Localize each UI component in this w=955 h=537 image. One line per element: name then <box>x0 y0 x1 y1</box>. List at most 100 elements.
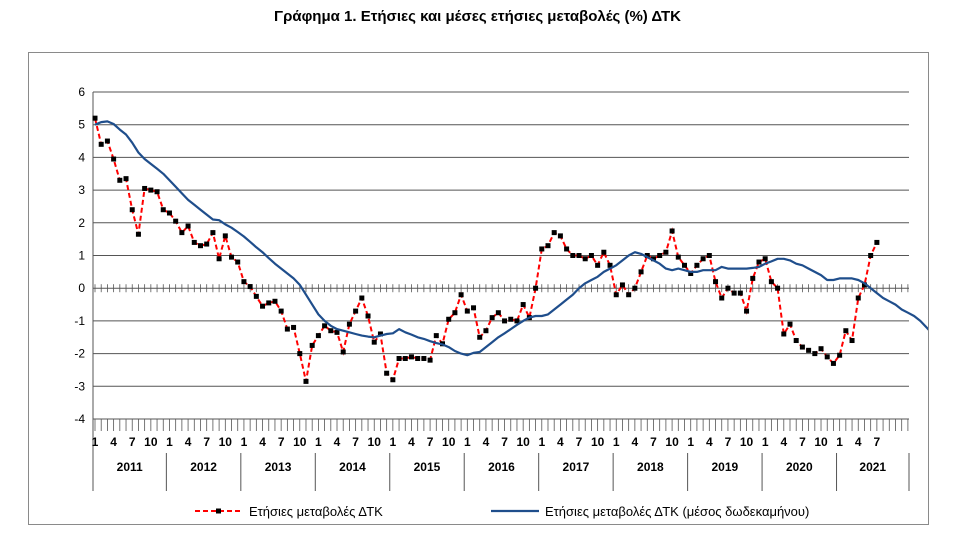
x-tick-label: 1 <box>241 435 248 449</box>
series-point-annual <box>284 326 290 332</box>
series-point-annual <box>824 354 830 360</box>
x-tick-label: 4 <box>259 435 266 449</box>
x-tick-label: 4 <box>632 435 639 449</box>
chart-area: 6 5 4 3 2 1 0 -1 -2 -3 -4 1 4 7 10 1 4 7 10 1 4 7 10 1 4 7 10 1 4 7 1… <box>28 52 929 525</box>
year-label: 2017 <box>563 460 590 474</box>
series-point-annual <box>210 230 216 236</box>
x-axis: 1 4 7 10 1 4 7 10 1 4 7 10 1 4 7 10 1 4 7 10 1 4 7 10 1 4 7 10 1 4 7 10… <box>92 92 910 491</box>
series-point-annual <box>346 321 352 327</box>
series-point-annual <box>650 256 656 262</box>
x-tick-label: 4 <box>408 435 415 449</box>
x-tick-label: 7 <box>203 435 210 449</box>
series-point-annual <box>197 243 203 249</box>
series-point-annual <box>713 279 719 285</box>
x-tick-label: 7 <box>576 435 583 449</box>
series-point-annual <box>483 328 489 334</box>
x-tick-label: 4 <box>110 435 117 449</box>
year-label: 2021 <box>859 460 886 474</box>
series-point-annual <box>266 300 272 306</box>
x-tick-label: 4 <box>185 435 192 449</box>
series-point-annual <box>408 354 414 360</box>
series-point-annual <box>669 228 675 234</box>
series-point-annual <box>868 253 874 258</box>
year-label: 2011 <box>117 460 143 474</box>
series-point-annual <box>135 231 141 237</box>
x-tick-label: 1 <box>762 435 769 449</box>
series-point-annual <box>830 360 836 366</box>
series-point-annual <box>191 239 197 245</box>
series-point-annual <box>160 207 166 213</box>
series-point-annual <box>514 318 520 324</box>
series-point-annual <box>235 259 241 265</box>
x-tick-label: 1 <box>166 435 173 449</box>
series-point-annual <box>471 305 477 311</box>
series-point-annual <box>812 351 818 357</box>
series-line-average <box>94 120 928 357</box>
x-tick-label: 7 <box>352 435 359 449</box>
series-point-annual <box>719 295 725 301</box>
series-point-annual <box>557 233 563 239</box>
year-label: 2018 <box>637 460 664 474</box>
series-point-annual <box>607 262 613 268</box>
x-tick-label: 1 <box>390 435 397 449</box>
series-point-annual <box>539 246 545 252</box>
series-point-annual <box>402 356 408 362</box>
series-point-annual <box>843 328 849 334</box>
series-point-annual <box>601 249 607 255</box>
series-point-annual <box>762 256 768 262</box>
series-point-annual <box>371 339 377 345</box>
series-point-annual <box>638 269 644 275</box>
series-point-annual <box>874 239 880 245</box>
x-tick-label: 10 <box>293 435 307 449</box>
series-point-annual <box>377 331 383 337</box>
series-point-annual <box>700 256 706 262</box>
series-point-annual <box>421 356 427 362</box>
series-point-annual <box>613 292 619 298</box>
series-point-annual <box>545 243 551 249</box>
series-point-annual <box>595 262 601 268</box>
series-point-annual <box>458 292 464 298</box>
series-point-annual <box>433 333 439 339</box>
series-point-annual <box>427 357 433 363</box>
series-point-annual <box>806 347 812 353</box>
year-label: 2020 <box>786 460 813 474</box>
legend-label-average: Ετήσιες μεταβολές ΔΤΚ (μέσος δωδεκαμήνου… <box>545 504 809 519</box>
x-tick-label: 4 <box>706 435 713 449</box>
x-tick-label: 10 <box>144 435 158 449</box>
y-tick-label: -3 <box>74 379 85 393</box>
x-tick-label: 7 <box>278 435 285 449</box>
series-point-annual <box>688 270 694 276</box>
series-point-annual <box>663 249 669 255</box>
series-point-annual <box>744 308 750 314</box>
x-tick-label: 1 <box>538 435 545 449</box>
y-tick-label: -1 <box>74 314 85 328</box>
x-tick-label: 4 <box>557 435 564 449</box>
series-point-annual <box>657 253 663 258</box>
series-point-annual <box>384 370 390 376</box>
series-point-annual <box>675 254 681 260</box>
series-point-annual <box>452 310 458 316</box>
year-label: 2014 <box>339 460 366 474</box>
series-point-annual <box>123 176 129 182</box>
y-tick-label: -4 <box>74 412 85 426</box>
series-point-annual <box>855 295 861 301</box>
series-point-annual <box>309 342 315 348</box>
series-point-annual <box>775 285 781 291</box>
series-point-annual <box>129 207 135 213</box>
series-point-annual <box>502 318 508 324</box>
year-label: 2013 <box>265 460 292 474</box>
series-point-annual <box>793 338 799 344</box>
series-point-annual <box>142 185 148 191</box>
x-tick-label: 10 <box>442 435 456 449</box>
y-tick-label: 2 <box>78 216 85 230</box>
legend-label-annual: Ετήσιες μεταβολές ΔΤΚ <box>249 504 383 519</box>
series-point-annual <box>315 333 321 339</box>
series-point-annual <box>111 156 117 162</box>
series-point-annual <box>92 115 98 121</box>
series-point-annual <box>849 338 855 344</box>
series-point-annual <box>278 308 284 314</box>
x-tick-label: 4 <box>780 435 787 449</box>
x-tick-label: 4 <box>483 435 490 449</box>
series-point-annual <box>216 256 222 262</box>
